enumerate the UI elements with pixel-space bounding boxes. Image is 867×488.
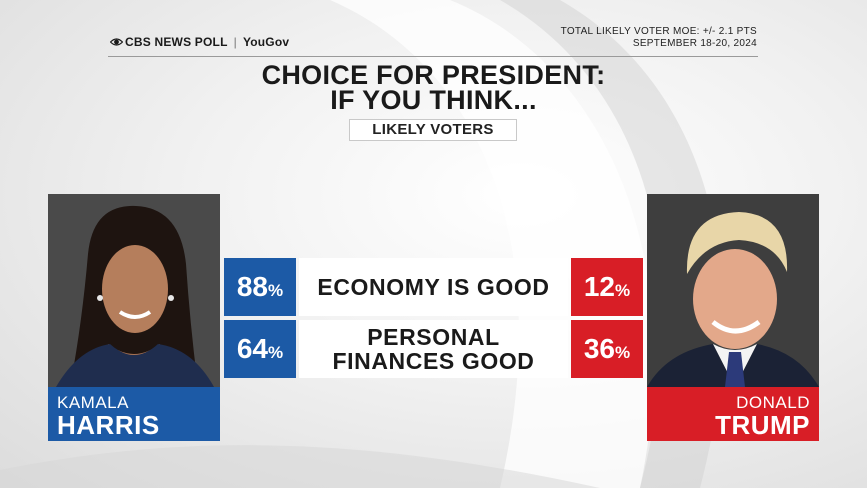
harris-value-cell: 88% <box>224 258 296 316</box>
percent-sign: % <box>268 343 284 362</box>
trump-value-cell: 12% <box>571 258 643 316</box>
brand-separator: | <box>233 35 237 49</box>
brand-cbs-label: CBS NEWS POLL <box>125 35 228 49</box>
trump-last-name: TRUMP <box>715 410 810 440</box>
moe-line: TOTAL LIKELY VOTER MOE: +/- 2.1 PTS <box>560 26 757 37</box>
harris-last-name: HARRIS <box>57 410 160 440</box>
percent-sign: % <box>615 343 631 362</box>
harris-name-box: KAMALA HARRIS <box>48 387 220 441</box>
page-title-line-2: IF YOU THINK... <box>330 85 537 115</box>
percent-sign: % <box>615 281 631 300</box>
moe-info: TOTAL LIKELY VOTER MOE: +/- 2.1 PTS SEPT… <box>561 26 757 50</box>
harris-value: 88 <box>236 271 269 302</box>
trump-value-cell: 36% <box>571 320 643 378</box>
harris-photo <box>48 194 220 387</box>
harris-first-name: KAMALA <box>57 393 129 412</box>
percent-sign: % <box>268 281 284 300</box>
page-title-line-1: CHOICE FOR PRESIDENT: <box>261 60 606 90</box>
brand-lockup: CBS NEWS POLL | YouGov <box>110 35 289 49</box>
table-row: 88% ECONOMY IS GOOD 12% <box>224 258 643 316</box>
harris-value-cell: 64% <box>224 320 296 378</box>
category-label-cell: ECONOMY IS GOOD <box>299 258 568 316</box>
trump-value: 36 <box>583 333 616 364</box>
category-label-cell: PERSONAL FINANCES GOOD <box>299 320 568 378</box>
table-row: 64% PERSONAL FINANCES GOOD 36% <box>224 320 643 378</box>
header-divider <box>108 56 758 57</box>
category-label: PERSONAL FINANCES GOOD <box>332 324 535 374</box>
trump-first-name: DONALD <box>736 393 810 412</box>
category-label: ECONOMY IS GOOD <box>317 274 550 300</box>
poll-dates: SEPTEMBER 18-20, 2024 <box>632 38 757 49</box>
trump-name-box: DONALD TRUMP <box>647 387 819 441</box>
harris-value: 64 <box>236 333 269 364</box>
harris-portrait-icon <box>48 194 220 387</box>
cbs-eye-icon <box>110 38 123 46</box>
trump-value: 12 <box>583 271 616 302</box>
brand-partner-label: YouGov <box>242 35 290 49</box>
trump-portrait-icon <box>647 194 819 387</box>
trump-photo <box>647 194 819 387</box>
subtitle-badge: LIKELY VOTERS <box>349 119 517 141</box>
